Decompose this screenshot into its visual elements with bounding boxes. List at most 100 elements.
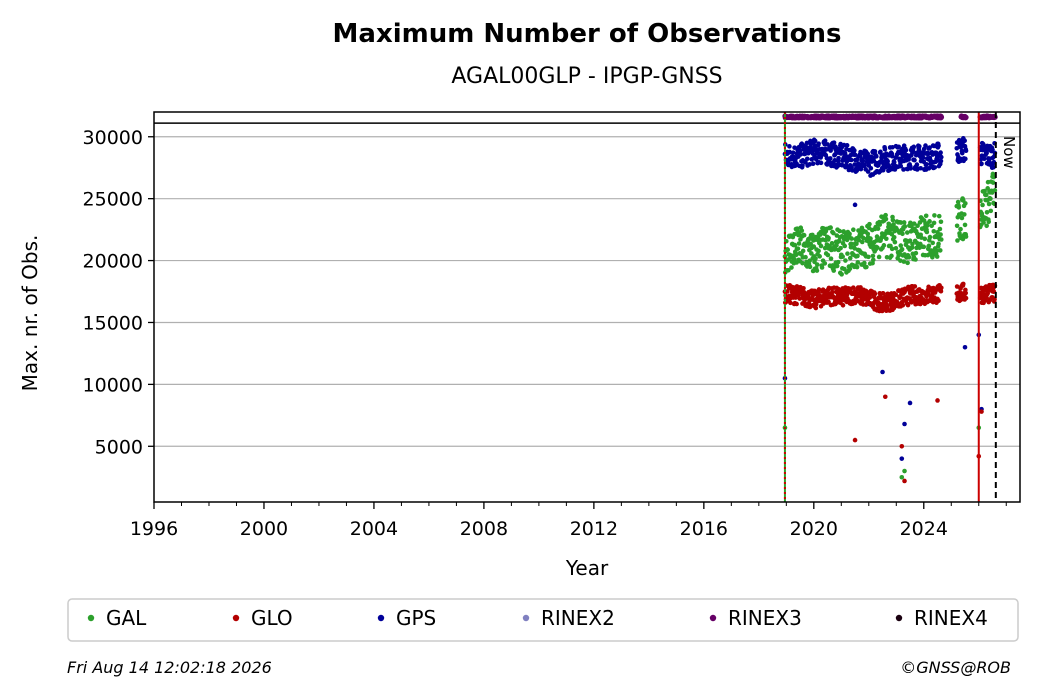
data-point <box>901 167 906 172</box>
data-point <box>984 223 989 229</box>
data-point <box>900 302 906 308</box>
data-point <box>865 231 871 237</box>
data-point <box>864 264 869 270</box>
data-point <box>913 250 919 256</box>
data-point <box>814 262 820 267</box>
data-point <box>923 143 928 148</box>
data-point <box>808 241 814 247</box>
y-tick-label: 10000 <box>83 374 143 396</box>
data-point <box>962 212 967 217</box>
data-point <box>963 295 969 301</box>
data-point <box>898 163 904 169</box>
data-point <box>875 245 880 250</box>
data-point <box>980 202 985 208</box>
data-point <box>937 248 943 253</box>
data-point <box>905 260 910 266</box>
data-point <box>902 224 908 229</box>
data-point <box>891 305 897 311</box>
data-point <box>938 232 943 237</box>
x-tick-label: 2016 <box>680 518 728 540</box>
data-point <box>801 232 807 238</box>
data-point <box>855 260 861 265</box>
data-point <box>889 253 894 259</box>
x-tick-label: 1996 <box>130 518 178 540</box>
data-point <box>938 288 944 294</box>
data-point <box>872 291 878 297</box>
data-point <box>939 154 944 160</box>
data-point <box>785 247 790 252</box>
data-point <box>955 199 961 205</box>
data-point <box>917 220 923 225</box>
data-point <box>912 284 918 289</box>
data-point <box>938 114 945 120</box>
data-point <box>936 143 941 149</box>
outlier-point <box>882 394 888 400</box>
data-point <box>818 160 824 166</box>
data-point <box>979 161 984 167</box>
legend-label: RINEX2 <box>541 606 615 630</box>
data-point <box>793 252 799 258</box>
data-point <box>847 266 853 272</box>
data-point <box>835 259 841 265</box>
data-point <box>901 259 907 264</box>
data-point <box>878 149 883 155</box>
data-point <box>811 244 817 249</box>
data-point <box>918 301 923 307</box>
data-point <box>936 213 942 219</box>
data-point <box>990 147 995 152</box>
data-point <box>962 222 968 228</box>
data-point <box>836 155 841 161</box>
data-point <box>892 239 898 245</box>
data-point <box>847 231 852 237</box>
data-point <box>939 237 944 242</box>
data-point <box>934 248 940 254</box>
data-point <box>810 161 816 166</box>
data-point <box>908 166 914 171</box>
data-point <box>927 145 932 150</box>
data-point <box>796 241 802 246</box>
outlier-point <box>852 202 858 208</box>
data-point <box>875 226 881 231</box>
data-point <box>984 209 990 215</box>
data-point <box>938 219 944 225</box>
legend: GAL GLO GPS RINEX2 RINEX3 RINEX4 <box>67 598 1019 642</box>
outlier-point <box>880 369 885 375</box>
data-point <box>931 228 937 234</box>
data-layer <box>782 113 998 484</box>
data-point <box>959 215 965 221</box>
data-point <box>803 254 808 260</box>
outlier-point <box>935 398 940 403</box>
data-point <box>827 160 832 165</box>
data-point <box>801 285 806 291</box>
data-point <box>891 234 897 240</box>
data-point <box>900 231 905 237</box>
data-point <box>852 152 858 157</box>
data-point <box>924 229 930 235</box>
outlier-point <box>979 409 984 414</box>
data-point <box>876 254 882 260</box>
chart-title: Maximum Number of Observations <box>333 19 842 49</box>
data-point <box>831 268 837 273</box>
legend-frame <box>67 598 1019 642</box>
data-point <box>832 158 838 163</box>
data-point <box>923 213 929 219</box>
data-point <box>963 156 968 162</box>
axes: Now 5000 10000 15000 20000 25000 30000 1996 2000… <box>83 111 1021 540</box>
footer-timestamp: Fri Aug 14 12:02:18 2026 <box>67 658 272 677</box>
data-point <box>813 256 818 261</box>
data-point <box>812 138 818 144</box>
x-axis-label: Year <box>565 556 609 580</box>
data-point <box>800 163 805 168</box>
data-point <box>798 152 804 157</box>
data-point <box>867 221 872 227</box>
data-point <box>860 158 866 163</box>
now-label: Now <box>1000 136 1018 169</box>
data-point <box>829 241 835 246</box>
data-point <box>903 147 909 153</box>
data-point <box>963 148 969 154</box>
data-point <box>789 265 794 270</box>
data-point <box>963 290 969 296</box>
data-point <box>934 254 940 259</box>
data-point <box>896 144 901 150</box>
